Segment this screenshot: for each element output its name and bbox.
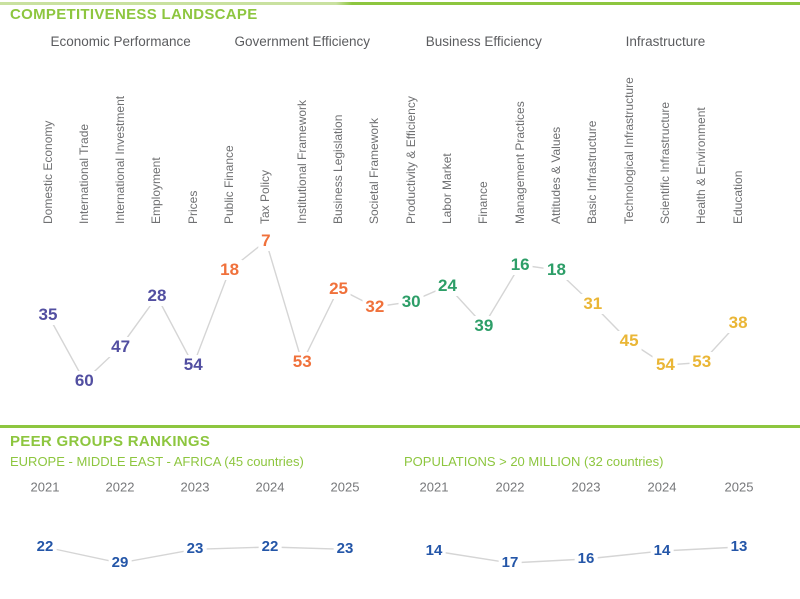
section-divider <box>0 425 800 428</box>
indicator-rank-value: 25 <box>326 278 352 299</box>
year-label: 2022 <box>105 479 135 495</box>
group-header: Business Efficiency <box>425 34 542 49</box>
indicator-rank-value: 24 <box>435 275 460 296</box>
group-header: Infrastructure <box>625 34 706 49</box>
indicator-rank-value: 18 <box>544 260 569 281</box>
peer-rank-value: 29 <box>108 554 132 572</box>
group-header: Government Efficiency <box>234 34 371 49</box>
indicator-rank-value: 35 <box>35 304 61 325</box>
group-header: Economic Performance <box>50 34 191 49</box>
year-label: 2021 <box>30 479 60 495</box>
indicator-rank-value: 54 <box>652 355 678 376</box>
peer-rank-value: 16 <box>574 550 598 568</box>
year-label: 2022 <box>495 479 525 495</box>
indicator-rank-value: 60 <box>71 370 97 391</box>
trend-line <box>47 239 739 383</box>
indicator-rank-value: 53 <box>689 352 715 373</box>
year-label: 2021 <box>419 479 449 495</box>
peer-rank-value: 22 <box>258 538 282 556</box>
populations-chart-subtitle: POPULATIONS > 20 MILLION (32 countries) <box>404 454 664 469</box>
indicator-rank-value: 45 <box>616 331 642 352</box>
indicator-rank-value: 53 <box>289 352 315 373</box>
indicator-rank-value: 47 <box>108 336 134 357</box>
peer-rank-value: 13 <box>727 538 751 556</box>
peer-rank-value: 17 <box>498 554 522 572</box>
peer-groups-title: PEER GROUPS RANKINGS <box>10 433 211 450</box>
indicator-rank-value: 54 <box>180 355 206 376</box>
year-label: 2024 <box>255 479 285 495</box>
year-label: 2025 <box>724 479 754 495</box>
indicator-rank-value: 7 <box>258 230 274 251</box>
peer-rank-value: 14 <box>422 542 446 560</box>
top-divider <box>0 2 800 5</box>
indicator-rank-value: 31 <box>580 294 606 315</box>
indicator-rank-value: 18 <box>217 260 243 281</box>
page-title: COMPETITIVENESS LANDSCAPE <box>10 6 258 23</box>
year-label: 2023 <box>180 479 210 495</box>
year-label: 2025 <box>330 479 360 495</box>
year-label: 2023 <box>571 479 601 495</box>
peer-rank-value: 22 <box>33 538 57 556</box>
indicator-rank-value: 38 <box>725 312 751 333</box>
peer-rank-value: 23 <box>333 540 357 559</box>
emea-chart-subtitle: EUROPE - MIDDLE EAST - AFRICA (45 countr… <box>10 454 304 469</box>
year-label: 2024 <box>647 479 677 495</box>
indicator-rank-value: 32 <box>362 297 388 318</box>
peer-rank-value: 14 <box>650 542 674 560</box>
indicator-rank-value: 39 <box>471 315 497 336</box>
peer-rank-value: 23 <box>183 540 207 559</box>
indicator-rank-value: 16 <box>507 254 533 275</box>
indicator-rank-value: 30 <box>398 291 424 312</box>
indicator-rank-value: 28 <box>144 286 170 307</box>
